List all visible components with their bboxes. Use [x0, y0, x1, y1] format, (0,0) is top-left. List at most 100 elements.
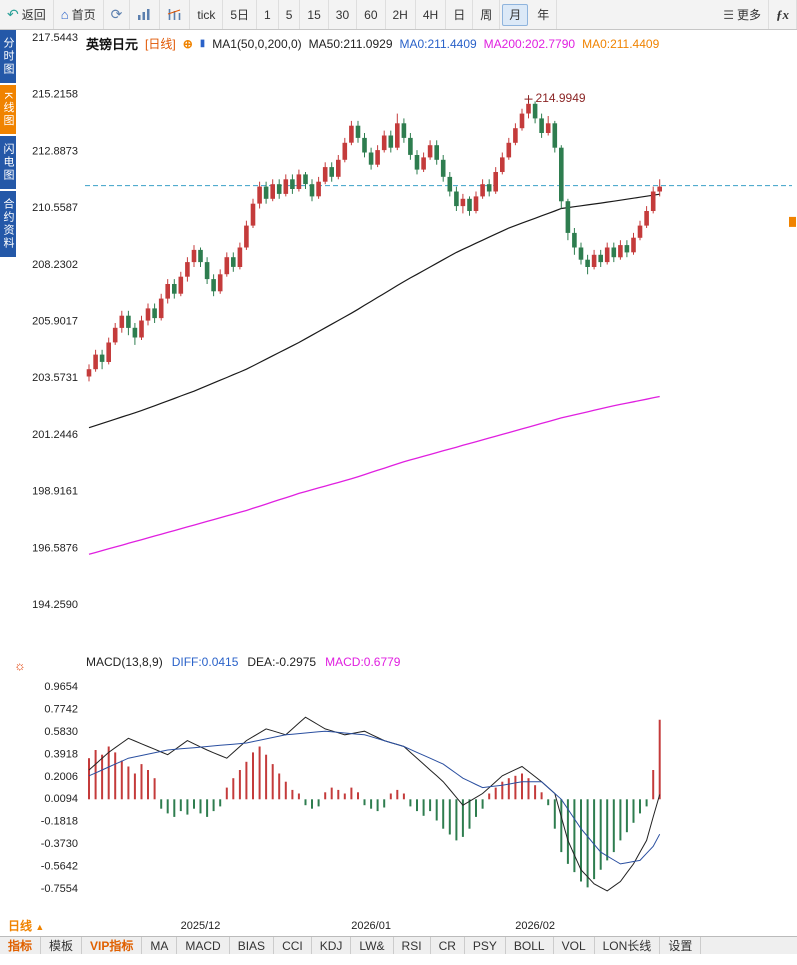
expand-icon[interactable]: ⊕ — [182, 36, 193, 51]
svg-text:201.2446: 201.2446 — [32, 429, 78, 441]
timeframe-button-年[interactable]: 年 — [530, 0, 558, 29]
timeframe-button-月[interactable]: 月 — [502, 3, 529, 26]
timeframe-button-tick[interactable]: tick — [190, 0, 224, 29]
sidebar-tab-闪电图[interactable]: 闪电图 — [0, 136, 16, 190]
svg-text:210.5587: 210.5587 — [32, 202, 78, 214]
more-button[interactable]: ☰ 更多 — [716, 0, 769, 29]
timeframe-button-60[interactable]: 60 — [357, 0, 386, 29]
diff-value: DIFF:0.0415 — [171, 655, 239, 669]
svg-text:212.8873: 212.8873 — [32, 145, 78, 157]
timeframe-button-周[interactable]: 周 — [473, 0, 501, 29]
home-label: 首页 — [71, 8, 96, 22]
sidebar-tab-合约资料[interactable]: 合约资料 — [0, 191, 16, 258]
svg-text:-0.3730: -0.3730 — [41, 838, 78, 850]
chart-type-sidebar: 分时图 K线图 闪电图 合约资料 — [0, 30, 16, 259]
macd-pane-header: MACD(13,8,9) DIFF:0.0415 DEA:-0.2975 MAC… — [86, 655, 400, 669]
timeframe-button-30[interactable]: 30 — [329, 0, 358, 29]
more-label: 更多 — [736, 8, 761, 22]
ma50-value: MA50:211.0929 — [308, 36, 393, 51]
timeframe-button-2H[interactable]: 2H — [386, 0, 416, 29]
svg-text:215.2158: 215.2158 — [32, 89, 78, 101]
arrow-up-icon: ▲ — [35, 922, 45, 932]
svg-text:0.3918: 0.3918 — [44, 748, 78, 760]
bottom-tab-LON长线[interactable]: LON长线 — [595, 937, 661, 954]
bottom-tab-模板[interactable]: 模板 — [41, 937, 83, 954]
bottom-tab-KDJ[interactable]: KDJ — [312, 937, 352, 954]
chart-canvas[interactable]: 217.5443 215.2158 212.8873 210.5587 208.2302… — [0, 30, 797, 965]
candle-chart-icon — [168, 9, 181, 20]
fx-label: ƒx — [776, 6, 789, 22]
svg-text:198.9161: 198.9161 — [32, 486, 78, 498]
ma0-blue-value: MA0:211.4409 — [399, 36, 477, 51]
svg-text:203.5731: 203.5731 — [32, 372, 78, 384]
dea-value: DEA:-0.2975 — [247, 655, 317, 669]
svg-text:0.7742: 0.7742 — [44, 703, 78, 715]
bottom-tab-RSI[interactable]: RSI — [394, 937, 431, 954]
back-label: 返回 — [21, 8, 46, 22]
svg-text:0.9654: 0.9654 — [44, 681, 78, 693]
bar-chart-icon — [138, 9, 150, 20]
timeframe-button-15[interactable]: 15 — [300, 0, 329, 29]
back-icon: ↶ — [7, 6, 19, 22]
sidebar-tab-分时图[interactable]: 分时图 — [0, 30, 16, 83]
period-flag-button[interactable]: 日线 ▲ — [8, 917, 44, 934]
timeframe-button-日[interactable]: 日 — [446, 0, 474, 29]
ma-settings-label: MA1(50,0,200,0) — [212, 36, 302, 51]
svg-text:214.9949: 214.9949 — [536, 91, 586, 105]
svg-text:0.2006: 0.2006 — [44, 771, 78, 783]
formula-editor-button[interactable]: ƒx — [769, 0, 797, 29]
bottom-tab-设置[interactable]: 设置 — [660, 937, 702, 954]
svg-text:-0.7554: -0.7554 — [41, 883, 78, 895]
candle-chart-view-button[interactable] — [160, 0, 191, 29]
svg-text:194.2590: 194.2590 — [32, 599, 78, 611]
home-icon: ⌂ — [60, 7, 69, 22]
bottom-tab-BIAS[interactable]: BIAS — [230, 937, 275, 954]
back-button[interactable]: ↶ 返回 — [0, 0, 54, 29]
top-toolbar: ↶ 返回 ⌂ 首页 ⟳ tick 5日 1 5 15 30 60 2H 4H 日周月年 ☰ — [0, 0, 797, 30]
svg-text:2026/01: 2026/01 — [351, 920, 391, 932]
indicator-settings-icon[interactable]: ☼ — [14, 658, 26, 673]
bottom-tab-VIP指标[interactable]: VIP指标 — [82, 937, 143, 954]
macd-value: MACD:0.6779 — [325, 655, 401, 669]
bottom-tab-BOLL[interactable]: BOLL — [506, 937, 554, 954]
bottom-tab-PSY[interactable]: PSY — [465, 937, 506, 954]
home-button[interactable]: ⌂ 首页 — [54, 0, 104, 29]
ma200-value: MA200:202.7790 — [483, 36, 576, 51]
bar-chart-view-button[interactable] — [130, 0, 161, 29]
timeframe-button-5日[interactable]: 5日 — [223, 0, 258, 29]
svg-text:196.5876: 196.5876 — [32, 542, 78, 554]
bottom-tab-VOL[interactable]: VOL — [554, 937, 595, 954]
ma0-orange-value: MA0:211.4409 — [582, 36, 660, 51]
bottom-tab-MA[interactable]: MA — [142, 937, 178, 954]
ma-legend-icon: ▮ — [199, 38, 206, 49]
refresh-icon: ⟳ — [110, 6, 123, 22]
svg-text:217.5443: 217.5443 — [32, 32, 78, 44]
symbol-name: 英镑日元 — [86, 37, 139, 52]
svg-text:-0.5642: -0.5642 — [41, 861, 78, 873]
sidebar-tab-K线图[interactable]: K线图 — [0, 85, 16, 135]
svg-text:2026/02: 2026/02 — [515, 920, 555, 932]
svg-text:205.9017: 205.9017 — [32, 316, 78, 328]
period-badge: [日线] — [145, 37, 176, 51]
svg-text:0.5830: 0.5830 — [44, 726, 78, 738]
timeframe-button-1[interactable]: 1 — [257, 0, 279, 29]
timeframe-group: tick 5日 1 5 15 30 60 2H 4H 日周月年 — [190, 0, 558, 29]
bottom-tab-MACD[interactable]: MACD — [177, 937, 230, 954]
bottom-tab-CCI[interactable]: CCI — [274, 937, 312, 954]
svg-text:208.2302: 208.2302 — [32, 259, 78, 271]
menu-icon: ☰ — [723, 7, 734, 22]
indicator-tab-bar: 指标 模板 VIP指标 MA MACD BIAS CCI KDJ LW& RSI CR PSY BOLL… — [0, 936, 797, 954]
timeframe-button-5[interactable]: 5 — [279, 0, 301, 29]
period-flag-label: 日线 — [8, 919, 33, 933]
bottom-tab-指标[interactable]: 指标 — [0, 937, 42, 954]
price-pane-header: 英镑日元 [日线] ⊕ ▮ MA1(50,0,200,0) MA50:211.0… — [86, 34, 659, 53]
svg-text:-0.1818: -0.1818 — [41, 816, 78, 828]
bottom-tab-CR[interactable]: CR — [431, 937, 465, 954]
svg-text:2025/12: 2025/12 — [181, 920, 221, 932]
refresh-button[interactable]: ⟳ — [104, 0, 131, 29]
timeframe-button-4H[interactable]: 4H — [416, 0, 447, 29]
svg-text:0.0094: 0.0094 — [44, 793, 78, 805]
macd-title: MACD(13,8,9) — [86, 655, 163, 669]
bottom-tab-LW&[interactable]: LW& — [351, 937, 394, 954]
